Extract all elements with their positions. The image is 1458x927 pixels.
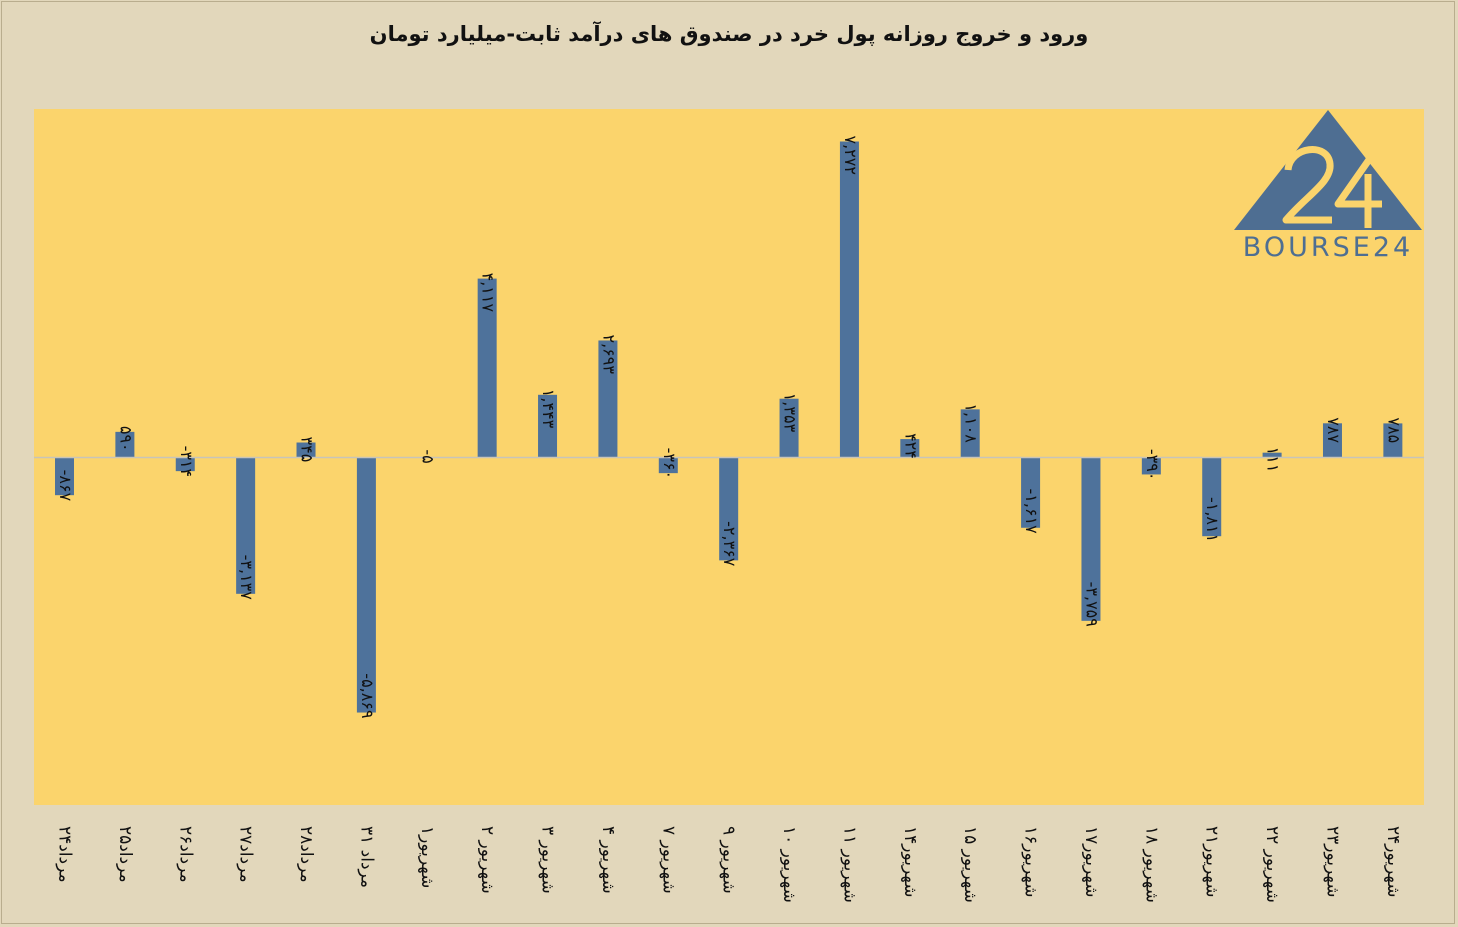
category-label: ۲۴مرداد [55,826,75,883]
bar-value-label: ۳۴۵ [298,437,317,463]
chart-title: ورود و خروج روزانه پول خرد در صندوق های … [369,22,1089,46]
category-label: ۱۰ شهریور [779,826,799,903]
bar [598,340,618,458]
bar [1141,457,1161,475]
bar-value-label: -۳۱۴ [177,446,196,478]
bar [356,457,376,713]
category-label: ۱شهریور [417,826,437,888]
bar [900,439,920,458]
bar [55,457,74,496]
bar [1081,457,1101,621]
bar [839,141,859,458]
bar [1202,457,1222,537]
category-label: ۲۷مرداد [236,826,256,883]
bar-value-label: ۷۸۵ [1384,417,1403,443]
bar-value-label: ۱۱۱ [1264,447,1283,473]
category-label: ۱۷شهریور [1081,826,1101,897]
bar [1021,457,1041,528]
bar-value-label: ۴,۱۱۷ [479,273,498,313]
category-label: ۱۶شهریور [1021,826,1041,897]
bar [296,442,316,458]
bar-value-label: ۴۲۴ [901,433,920,459]
category-label: ۲۱شهریور [1202,826,1222,897]
bar-value-label: -۵,۸۶۹ [358,673,377,718]
category-label: ۲۲ شهریور [1262,826,1282,903]
category-label: ۱۸ شهریور [1141,826,1161,903]
bar-value-label: -۱,۶۱۷ [1022,489,1041,535]
bar-value-label: ۵۹۰ [116,426,135,452]
bar [960,409,980,458]
category-label: ۷ شهریور [658,826,678,894]
category-label: ۱۴شهریور [900,826,920,897]
bar [1383,423,1403,458]
bar [175,457,195,472]
bar-value-label: ۷,۲۷۲ [841,136,860,175]
bar-value-label: ۱,۴۴۳ [539,389,558,429]
bar [779,398,799,458]
category-label: ۲۶مرداد [175,826,195,883]
bar [1322,423,1342,458]
bar-value-label: ۷۸۷ [1324,417,1343,443]
category-label: ۲۴شهریور [1383,826,1403,897]
bar [115,431,135,458]
bourse24-logo [1234,110,1422,230]
category-label: ۹ شهریور [719,826,739,894]
category-labels-group: ۲۴مرداد ۲۵مرداد ۲۶مرداد ۲۷مرداد ۲۸مرداد ۳۱ مر… [55,826,1403,903]
category-label: ۱۵ شهریور [960,826,980,903]
bar-value-label: ۱,۱۰۸ [962,403,981,443]
category-label: ۲۳شهریور [1322,826,1342,897]
category-label: ۴ شهریور [598,826,618,894]
bar-value-label: -۳,۷۵۹ [1082,582,1101,627]
bar [658,457,678,474]
bar-value-label: -۲,۳۶۷ [720,521,739,567]
logo-text: BOURSE24 [1242,232,1414,263]
category-label: ۳ شهریور [538,826,558,894]
bar-value-label: -۳۹۰ [1143,449,1162,481]
bar-value-label: -۵ [418,449,437,463]
bars-group [55,141,1403,713]
bar-value-label: -۳۶۰ [660,448,679,480]
bar [1262,452,1282,458]
bar-value-label: ۱,۳۵۳ [781,393,800,433]
bar-value-label: ۲,۶۹۳ [599,334,618,374]
category-label: ۱۱ شهریور [839,826,859,903]
bar [538,394,558,458]
category-label: ۲۸مرداد [296,826,316,883]
value-labels-group: -۸۶۷ ۵۹۰ -۳۱۴ -۳,۱۳۷ ۳۴۵ -۵,۸۶۹ -۵ ۴,۱۱۷ ۱,۴۴۳ ۲,… [56,136,1403,719]
bar [236,457,256,594]
category-label: ۳۱ مرداد [356,826,376,888]
bar-value-label: -۳,۱۳۷ [237,555,256,601]
bar-value-label: -۱,۸۱۱ [1203,497,1222,542]
bar [719,457,739,561]
bar-value-label: -۸۶۷ [56,470,75,502]
bar [477,278,497,458]
category-label: ۲۵مرداد [115,826,135,883]
category-label: ۲ شهریور [477,826,497,894]
